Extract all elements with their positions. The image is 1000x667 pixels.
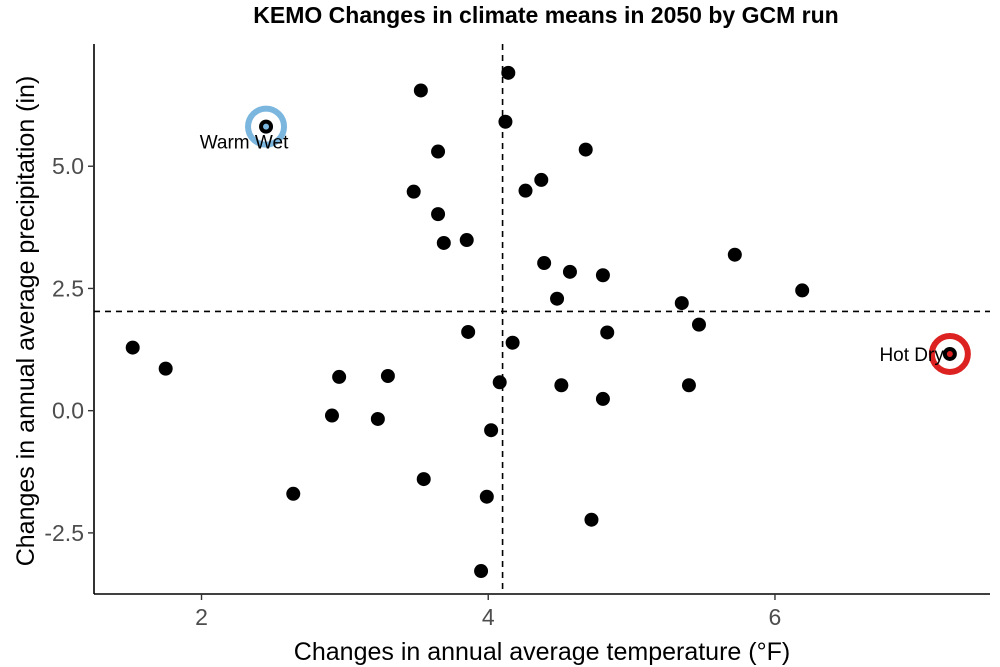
data-point: [681, 378, 696, 393]
data-point: [562, 264, 577, 279]
data-point: [436, 235, 451, 250]
y-axis-ticks: -2.5 0.0 2.5 5.0: [44, 153, 94, 546]
y-axis-title: Changes in annual average precipitation …: [12, 76, 40, 567]
data-point: [691, 317, 706, 332]
data-point: [459, 233, 474, 248]
y-tick-label: 0.0: [52, 398, 84, 424]
data-point: [505, 335, 520, 350]
data-point: [727, 247, 742, 262]
data-point: [498, 114, 513, 129]
data-point: [431, 144, 446, 159]
data-point: [324, 408, 339, 423]
highlight-ring: [245, 105, 288, 148]
data-point: [332, 369, 347, 384]
data-point: [795, 283, 810, 298]
data-point: [461, 324, 476, 339]
data-point: [554, 378, 569, 393]
data-point: [600, 325, 615, 340]
data-point: [431, 207, 446, 222]
data-point: [484, 423, 499, 438]
highlight-center: [946, 350, 953, 357]
y-tick-label: 5.0: [52, 153, 84, 179]
data-point: [406, 184, 421, 199]
x-tick-label: 6: [769, 604, 782, 630]
y-tick-label: -2.5: [44, 520, 84, 546]
data-point: [416, 472, 431, 487]
x-axis-ticks: 2 4 6: [195, 594, 781, 630]
data-point: [158, 361, 173, 376]
chart-title: KEMO Changes in climate means in 2050 by…: [253, 2, 838, 28]
x-tick-label: 2: [195, 604, 208, 630]
data-point: [518, 183, 533, 198]
reference-lines: [94, 44, 990, 594]
highlight-ring: [928, 332, 971, 375]
highlight-center: [263, 123, 270, 130]
data-point: [413, 83, 428, 98]
x-axis-title: Changes in annual average temperature (°…: [294, 638, 790, 666]
data-point: [479, 489, 494, 504]
y-tick-label: 2.5: [52, 275, 84, 301]
data-point: [584, 512, 599, 527]
data-point: [534, 172, 549, 187]
annotations: Warm Wet Hot Dry: [200, 133, 945, 366]
data-point: [595, 268, 610, 283]
data-point: [286, 486, 301, 501]
data-point: [550, 291, 565, 306]
highlight-label: Warm Wet: [200, 133, 289, 154]
data-point: [474, 564, 489, 579]
data-point: [578, 142, 593, 157]
data-point: [501, 65, 516, 80]
data-point: [674, 296, 689, 311]
highlight-markers: [245, 105, 971, 375]
plot-area: Warm Wet Hot Dry: [94, 44, 990, 594]
data-points: [125, 65, 957, 579]
data-point: [595, 391, 610, 406]
data-point: [370, 411, 385, 426]
x-tick-label: 4: [482, 604, 495, 630]
data-point: [492, 375, 507, 390]
data-point: [380, 368, 395, 383]
data-point: [537, 256, 552, 271]
data-point: [125, 340, 140, 355]
highlight-label: Hot Dry: [879, 345, 944, 366]
